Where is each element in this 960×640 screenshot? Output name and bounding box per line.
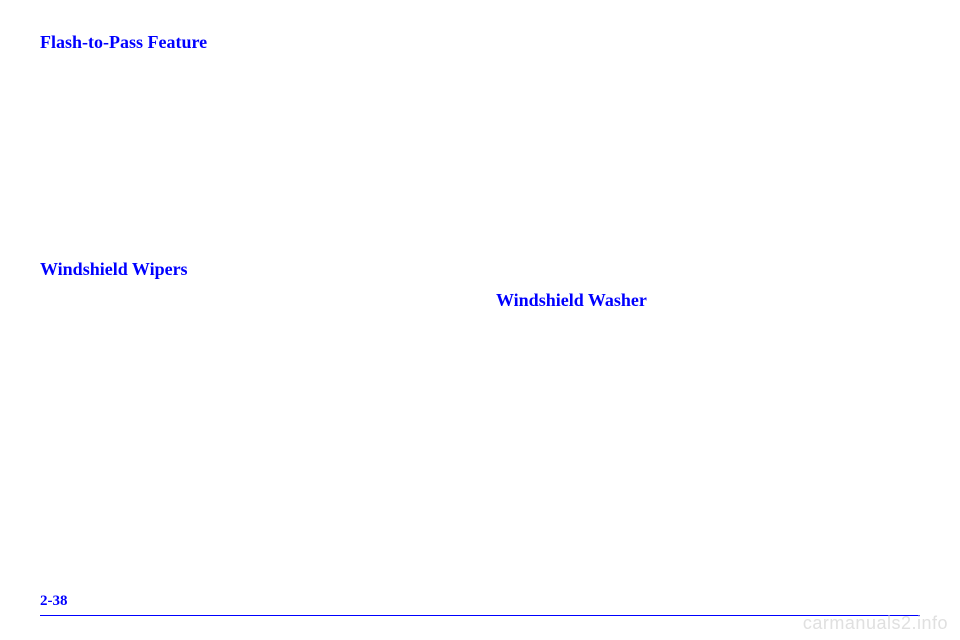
left-column: Flash-to-Pass Feature Windshield Wipers xyxy=(40,32,464,317)
section-windshield-wipers: Windshield Wipers xyxy=(40,259,464,286)
section-flash-to-pass: Flash-to-Pass Feature xyxy=(40,32,464,59)
watermark: carmanuals2.info xyxy=(803,613,948,634)
right-spacer xyxy=(496,32,920,290)
right-column: Windshield Washer xyxy=(496,32,920,317)
page-number: 2-38 xyxy=(40,593,68,610)
heading-windshield-washer: Windshield Washer xyxy=(496,290,920,311)
section-windshield-washer: Windshield Washer xyxy=(496,290,920,317)
page-content: Flash-to-Pass Feature Windshield Wipers … xyxy=(0,0,960,317)
heading-flash-to-pass: Flash-to-Pass Feature xyxy=(40,32,464,53)
heading-windshield-wipers: Windshield Wipers xyxy=(40,259,464,280)
footer-rule xyxy=(40,615,920,616)
